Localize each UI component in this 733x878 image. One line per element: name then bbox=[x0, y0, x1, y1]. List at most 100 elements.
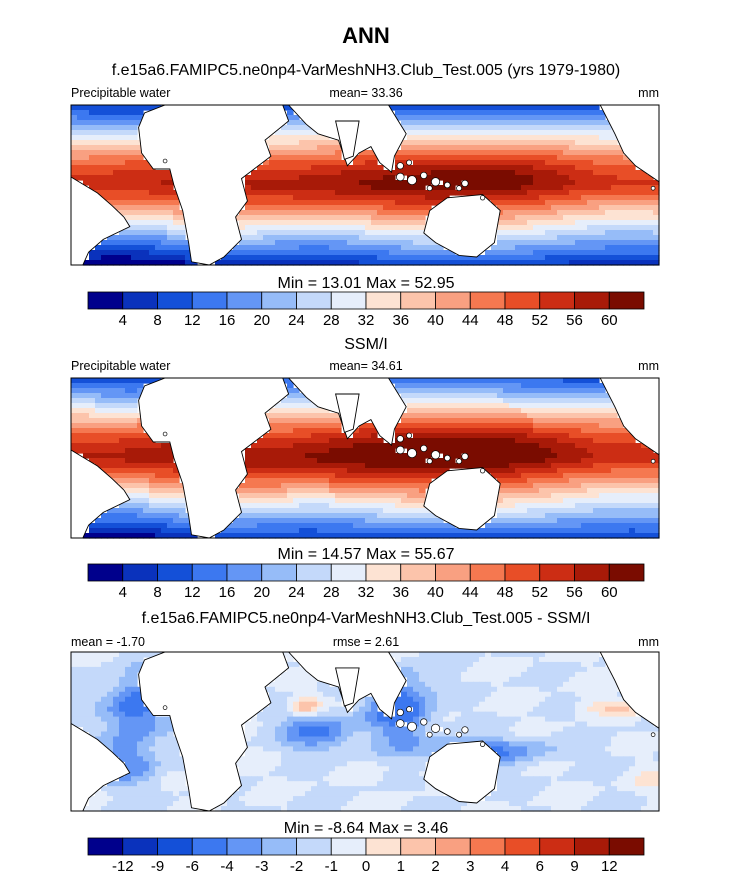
grid-cell bbox=[239, 513, 246, 519]
grid-cell bbox=[305, 175, 312, 181]
grid-cell bbox=[533, 478, 540, 484]
grid-cell bbox=[263, 443, 270, 449]
grid-cell bbox=[341, 503, 348, 509]
grid-cell bbox=[245, 488, 252, 494]
grid-cell bbox=[251, 483, 258, 489]
colorbar-tick-label: 12 bbox=[184, 312, 201, 329]
grid-cell bbox=[551, 135, 558, 141]
grid-cell bbox=[461, 378, 468, 384]
grid-cell bbox=[653, 478, 660, 484]
grid-cell bbox=[593, 493, 600, 499]
grid-cell bbox=[335, 428, 342, 434]
grid-cell bbox=[467, 145, 474, 151]
colorbar-swatch bbox=[330, 291, 367, 310]
grid-cell bbox=[275, 686, 282, 693]
grid-cell bbox=[647, 245, 654, 251]
grid-cell bbox=[425, 115, 432, 121]
grid-cell bbox=[95, 135, 102, 141]
grid-cell bbox=[449, 408, 456, 414]
grid-cell bbox=[569, 433, 576, 439]
grid-cell bbox=[149, 528, 156, 534]
grid-cell bbox=[335, 686, 342, 693]
grid-cell bbox=[497, 518, 504, 524]
grid-cell bbox=[305, 200, 312, 206]
grid-cell bbox=[653, 513, 660, 519]
grid-cell bbox=[161, 205, 168, 211]
grid-cell bbox=[581, 388, 588, 394]
grid-cell bbox=[635, 473, 642, 479]
grid-cell bbox=[539, 528, 546, 534]
grid-cell bbox=[185, 528, 192, 534]
colorbar-swatch bbox=[296, 563, 332, 582]
grid-cell bbox=[575, 468, 582, 474]
grid-cell bbox=[419, 408, 426, 414]
grid-cell bbox=[611, 170, 618, 176]
grid-cell bbox=[401, 170, 408, 176]
grid-cell bbox=[479, 160, 486, 166]
grid-cell bbox=[515, 676, 522, 683]
grid-cell bbox=[419, 155, 426, 161]
grid-cell bbox=[293, 403, 300, 409]
grid-cell bbox=[305, 130, 312, 136]
grid-cell bbox=[281, 180, 288, 186]
grid-cell bbox=[125, 160, 132, 166]
grid-cell bbox=[125, 185, 132, 191]
grid-cell bbox=[119, 190, 126, 196]
grid-cell bbox=[347, 165, 354, 171]
grid-cell bbox=[467, 408, 474, 414]
colorbar-swatch bbox=[365, 291, 402, 310]
grid-cell bbox=[305, 458, 312, 464]
grid-cell bbox=[503, 115, 510, 121]
grid-cell bbox=[323, 175, 330, 181]
grid-cell bbox=[107, 170, 114, 176]
grid-cell bbox=[137, 200, 144, 206]
grid-cell bbox=[107, 185, 114, 191]
grid-cell bbox=[437, 195, 444, 201]
grid-cell bbox=[125, 125, 132, 131]
grid-cell bbox=[155, 195, 162, 201]
grid-cell bbox=[575, 671, 582, 678]
grid-cell bbox=[293, 140, 300, 146]
grid-cell bbox=[131, 483, 138, 489]
grid-cell bbox=[131, 155, 138, 161]
grid-cell bbox=[503, 438, 510, 444]
grid-cell bbox=[419, 493, 426, 499]
grid-cell bbox=[605, 508, 612, 514]
grid-cell bbox=[173, 200, 180, 206]
grid-cell bbox=[593, 240, 600, 246]
grid-cell bbox=[521, 240, 528, 246]
grid-cell bbox=[317, 408, 324, 414]
grid-cell bbox=[575, 135, 582, 141]
grid-cell bbox=[383, 250, 390, 256]
grid-cell bbox=[329, 150, 336, 156]
grid-cell bbox=[347, 205, 354, 211]
grid-cell bbox=[647, 255, 654, 261]
grid-cell bbox=[377, 508, 384, 514]
grid-cell bbox=[527, 260, 534, 266]
grid-cell bbox=[89, 165, 96, 171]
grid-cell bbox=[77, 438, 84, 444]
grid-cell bbox=[119, 180, 126, 186]
grid-cell bbox=[521, 493, 528, 499]
grid-cell bbox=[293, 513, 300, 519]
grid-cell bbox=[155, 205, 162, 211]
grid-cell bbox=[527, 478, 534, 484]
grid-cell bbox=[473, 423, 480, 429]
grid-cell bbox=[581, 160, 588, 166]
grid-cell bbox=[581, 413, 588, 419]
grid-cell bbox=[395, 200, 402, 206]
grid-cell bbox=[299, 240, 306, 246]
grid-cell bbox=[311, 418, 318, 424]
grid-cell bbox=[257, 185, 264, 191]
grid-cell bbox=[281, 235, 288, 241]
grid-cell bbox=[275, 165, 282, 171]
grid-cell bbox=[143, 225, 150, 231]
grid-cell bbox=[323, 533, 330, 539]
grid-cell bbox=[83, 413, 90, 419]
grid-cell bbox=[509, 398, 516, 404]
grid-cell bbox=[305, 423, 312, 429]
grid-cell bbox=[551, 195, 558, 201]
grid-cell bbox=[497, 666, 504, 673]
grid-cell bbox=[551, 671, 558, 678]
grid-cell bbox=[323, 235, 330, 241]
